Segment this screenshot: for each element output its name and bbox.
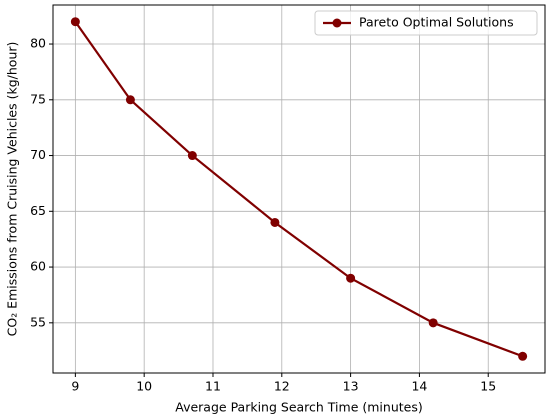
y-axis-label: CO₂ Emissions from Cruising Vehicles (kg… [5, 42, 20, 337]
legend-label: Pareto Optimal Solutions [359, 15, 514, 30]
data-point [346, 273, 356, 283]
data-point [270, 217, 280, 227]
x-tick-label: 10 [136, 379, 152, 394]
x-tick-label: 13 [343, 379, 359, 394]
data-point [428, 318, 438, 328]
plot-frame [52, 4, 546, 374]
y-tick-label: 60 [30, 259, 46, 274]
x-tick-label: 15 [480, 379, 496, 394]
y-tick-label: 65 [30, 203, 46, 218]
legend-box [314, 10, 538, 36]
data-point [70, 17, 80, 27]
y-tick-label: 55 [30, 314, 46, 329]
y-tick-label: 75 [30, 91, 46, 106]
x-tick-label: 12 [274, 379, 290, 394]
data-line [74, 21, 524, 358]
y-tick-label: 80 [30, 36, 46, 51]
data-point [187, 151, 197, 161]
y-tick-label: 70 [30, 147, 46, 162]
x-tick-label: 9 [71, 379, 79, 394]
x-tick-label: 11 [205, 379, 221, 394]
x-axis-label: Average Parking Search Time (minutes) [175, 400, 422, 415]
data-point [125, 95, 135, 105]
data-point [518, 351, 528, 361]
x-tick-label: 14 [411, 379, 427, 394]
legend-marker [332, 18, 342, 28]
